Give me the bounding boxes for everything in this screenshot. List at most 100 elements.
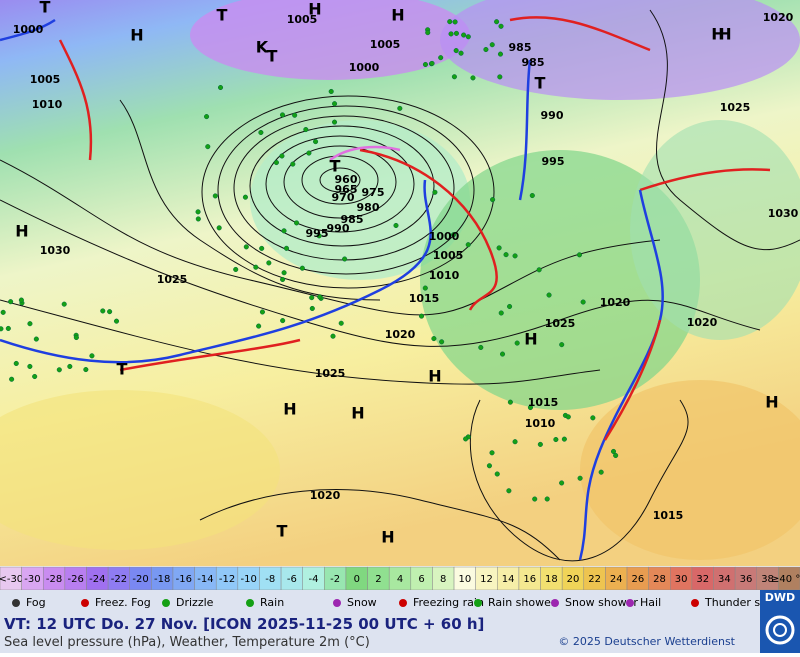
isobar — [265, 135, 415, 233]
isobar-label: 985 — [522, 56, 545, 69]
rain-symbol — [512, 253, 518, 259]
rain-symbol — [13, 360, 19, 367]
rain-symbol — [273, 159, 279, 166]
isobar-bold — [649, 9, 800, 251]
isobar-label: 995 — [542, 155, 565, 168]
scale-label: 26 — [631, 574, 644, 585]
pressure-center: T — [117, 360, 128, 379]
pressure-center: H — [381, 528, 394, 547]
isobar-label: 1005 — [30, 73, 61, 86]
rain-symbol — [610, 448, 617, 454]
isobar-label: 1020 — [310, 489, 341, 502]
isobar — [0, 199, 761, 347]
isobar-label: 1020 — [600, 296, 631, 309]
scale-label: -24 — [89, 574, 105, 585]
weather-symbols — [0, 19, 619, 502]
legend-icon — [399, 599, 407, 607]
pressure-center: H — [15, 222, 28, 241]
rain-symbol — [290, 161, 296, 167]
rain-symbol — [279, 153, 285, 159]
pressure-center: T — [277, 522, 288, 541]
legend-icon — [162, 599, 170, 607]
cold-front — [0, 18, 56, 42]
scale-label: 34 — [718, 574, 731, 585]
rain-symbol — [458, 50, 464, 56]
warm-front — [639, 168, 771, 192]
rain-symbol — [217, 84, 224, 91]
rain-symbol — [292, 112, 298, 118]
pressure-center: H — [711, 25, 724, 44]
scale-label: 30 — [675, 574, 688, 585]
rain-symbol — [486, 463, 492, 469]
isobar-label: 980 — [357, 201, 380, 214]
scale-label: 10 — [458, 574, 471, 585]
rain-symbol — [9, 376, 15, 382]
isobar-label: 1020 — [385, 328, 416, 341]
isobar-label: 1000 — [349, 61, 380, 74]
warm-front — [58, 39, 93, 161]
pressure-center: T — [217, 6, 228, 25]
rain-symbol — [490, 197, 496, 203]
rain-symbol — [613, 452, 619, 459]
rain-symbol — [283, 245, 290, 251]
pressure-center: H — [308, 0, 321, 19]
rain-symbol — [448, 31, 454, 37]
rain-symbol — [280, 276, 286, 283]
rain-symbol — [89, 353, 95, 359]
rain-symbol — [342, 256, 348, 262]
rain-symbol — [233, 266, 239, 273]
rain-symbol — [483, 46, 489, 53]
rain-symbol — [463, 436, 469, 442]
scale-label: ≥40 °C — [771, 574, 800, 585]
rain-symbol — [205, 144, 211, 150]
rain-symbol — [253, 264, 259, 270]
isobar — [217, 105, 475, 275]
legend-label: Freez. Fog — [95, 596, 151, 609]
rain-symbol — [258, 129, 264, 136]
rain-symbol — [216, 225, 222, 231]
rain-symbol — [496, 245, 502, 251]
legend-icon — [474, 599, 482, 607]
rain-symbol — [461, 32, 467, 38]
rain-symbol — [338, 320, 344, 326]
rain-symbol — [27, 363, 33, 369]
legend-label: Freezing rain — [413, 596, 484, 609]
pressure-center: H — [718, 25, 731, 44]
copyright: © 2025 Deutscher Wetterdienst — [558, 635, 735, 648]
isobar-label: 1020 — [687, 316, 718, 329]
rain-symbol — [590, 415, 596, 421]
pressure-center: K — [256, 38, 269, 57]
rain-symbol — [452, 19, 458, 25]
scale-label: -18 — [154, 574, 170, 585]
valid-time: VT: 12 UTC Do. 27 Nov. [ICON 2025-11-25 … — [4, 615, 484, 633]
isobar — [301, 155, 379, 205]
scale-label: -8 — [265, 574, 275, 585]
scale-label: 22 — [588, 574, 601, 585]
rain-symbol — [565, 414, 571, 420]
cold-front — [0, 179, 432, 364]
scale-label: 12 — [480, 574, 493, 585]
legend-icon — [246, 599, 254, 607]
legend-label: Snow shower — [565, 596, 638, 609]
isobar — [283, 145, 397, 219]
rain-symbol — [279, 112, 286, 118]
temperature-scale: <-30 -30 -28 -26 -24 -22 -20 -18 -16 -14 -12 -10 -8-… — [0, 566, 800, 591]
isobar-label: 1000 — [429, 230, 460, 243]
warm-front — [119, 338, 301, 372]
rain-symbol — [418, 313, 425, 319]
scale-label: 28 — [653, 574, 666, 585]
rain-symbol — [431, 336, 437, 342]
cold-area — [190, 0, 470, 80]
rain-symbol — [429, 60, 435, 66]
rain-symbol — [293, 220, 300, 226]
rain-symbol — [313, 139, 319, 145]
dwd-logo-mark — [773, 623, 787, 637]
rain-symbol — [544, 496, 550, 502]
pressure-center: H — [524, 330, 537, 349]
scale-label: 36 — [740, 574, 753, 585]
rain-symbol — [438, 55, 444, 61]
isobar-bold — [119, 99, 381, 301]
legend-icon — [626, 599, 634, 607]
rain-symbol — [256, 323, 262, 329]
